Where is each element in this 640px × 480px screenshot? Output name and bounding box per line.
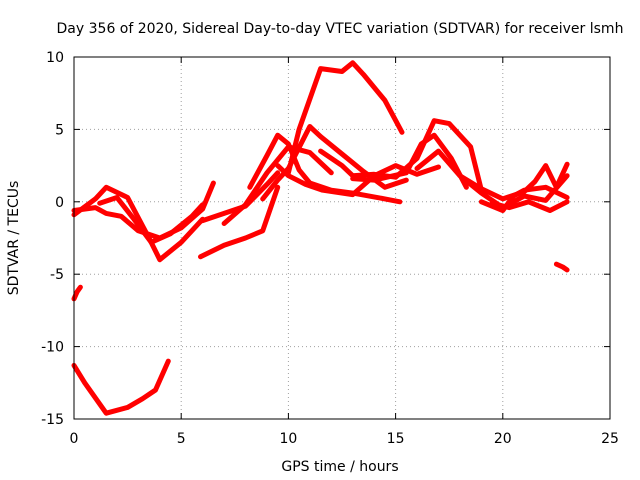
series-arc-3 — [71, 184, 206, 263]
series-arc-6 — [198, 184, 281, 260]
series-arc-2 — [71, 284, 83, 302]
plot-frame — [73, 56, 611, 420]
series-arc-5 — [97, 195, 206, 245]
y-tick-label: -15 — [41, 412, 64, 428]
y-tick-label: 0 — [55, 195, 64, 211]
series-arc-12 — [285, 60, 405, 176]
series-arc-8 — [221, 144, 334, 226]
data-series — [71, 60, 570, 416]
series-arc-18 — [489, 199, 570, 213]
y-axis-label: SDTVAR / TECUs — [6, 181, 22, 296]
x-axis-label: GPS time / hours — [281, 459, 398, 475]
series-arc-9 — [247, 132, 403, 205]
series-arc-10 — [260, 124, 409, 202]
y-tick-label: 10 — [46, 50, 64, 66]
y-tick-label: -10 — [41, 340, 64, 356]
series-arc-14 — [350, 132, 469, 190]
x-tick-label: 0 — [70, 431, 79, 447]
x-tick-label: 10 — [279, 431, 297, 447]
series-arc-11 — [275, 163, 441, 198]
grid — [74, 57, 610, 419]
series-arc-16 — [457, 161, 570, 202]
x-tick-label: 5 — [177, 431, 186, 447]
y-tick-label: 5 — [55, 122, 64, 138]
chart-title: Day 356 of 2020, Sidereal Day-to-day VTE… — [57, 21, 624, 37]
series-arc-19 — [553, 261, 570, 273]
x-tick-label: 20 — [494, 431, 512, 447]
y-tick-label: -5 — [50, 267, 64, 283]
x-tick-label: 25 — [601, 431, 619, 447]
series-arc-17 — [478, 184, 570, 213]
x-tick-label: 15 — [387, 431, 405, 447]
series-arc-1 — [71, 358, 171, 416]
axis-ticks: 0 5 10 15 20 25 -15 -10 -5 0 5 10 — [41, 50, 619, 447]
series-arc-15 — [414, 148, 570, 211]
